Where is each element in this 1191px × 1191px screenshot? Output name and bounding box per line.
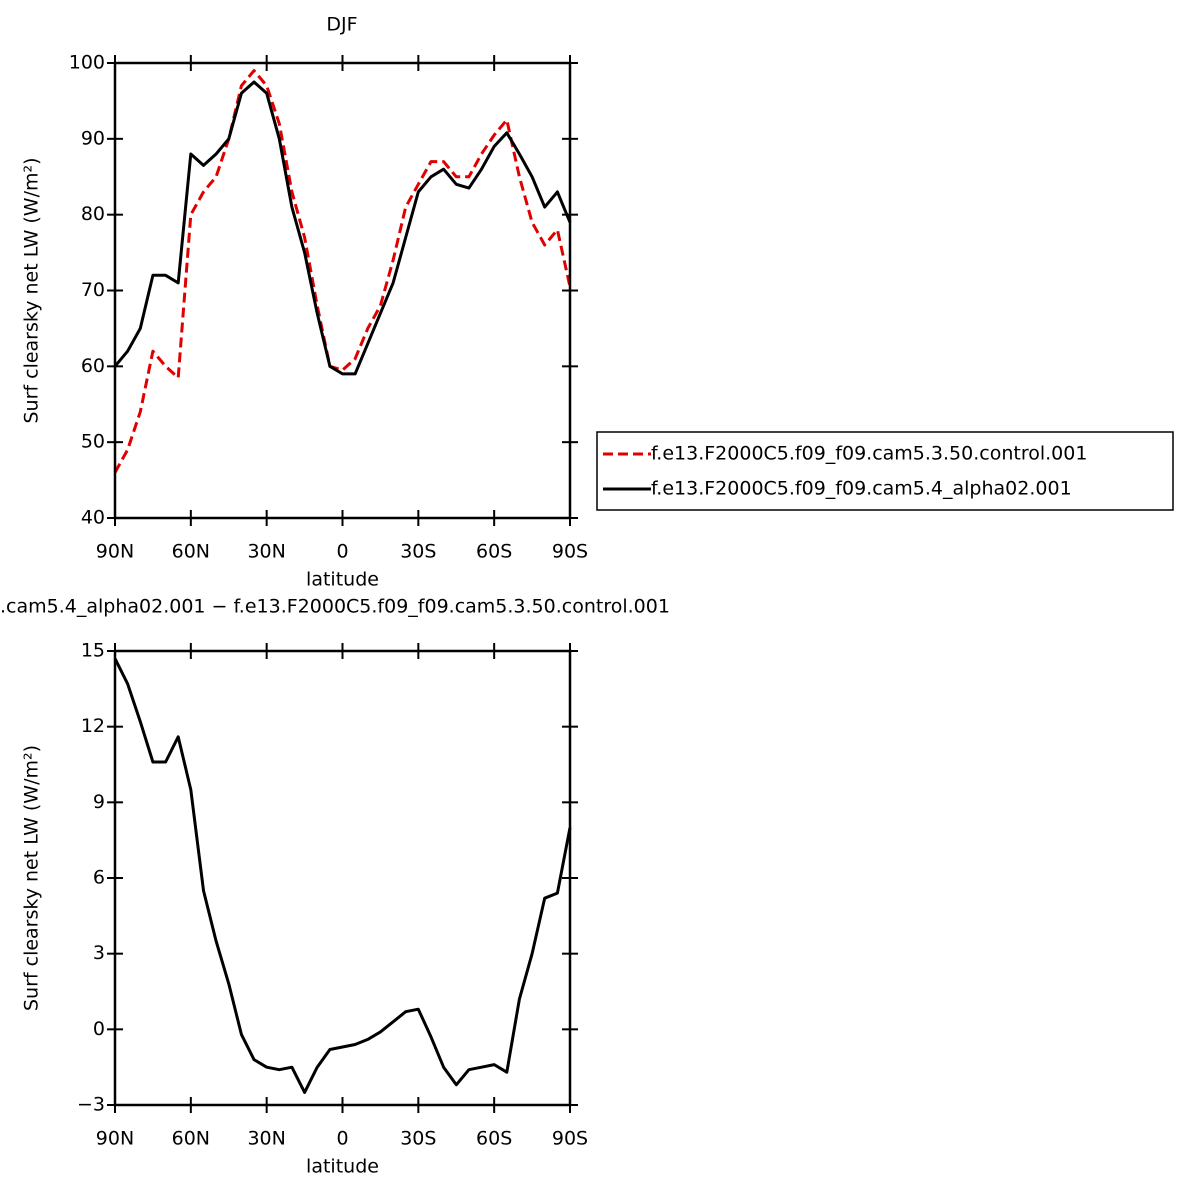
y-tick-label: 9 bbox=[93, 791, 105, 813]
x-tick-label: 0 bbox=[336, 541, 348, 563]
x-tick-label: 30S bbox=[400, 541, 436, 563]
y-tick-label: 60 bbox=[81, 355, 105, 377]
chart-title: DJF bbox=[326, 14, 357, 36]
y-tick-label: 50 bbox=[81, 431, 105, 453]
x-tick-label: 30N bbox=[247, 1128, 285, 1150]
y-tick-label: 90 bbox=[81, 127, 105, 149]
y-tick-label: 40 bbox=[81, 507, 105, 529]
y-tick-label: 80 bbox=[81, 203, 105, 225]
y-tick-label: 0 bbox=[93, 1018, 105, 1040]
x-tick-label: 30N bbox=[247, 541, 285, 563]
x-tick-label: 90N bbox=[96, 1128, 134, 1150]
y-axis-label: Surf clearsky net LW (W/m²) bbox=[21, 157, 43, 423]
y-tick-label: −3 bbox=[77, 1094, 105, 1116]
x-tick-label: 0 bbox=[336, 1128, 348, 1150]
y-tick-label: 3 bbox=[93, 942, 105, 964]
x-tick-label: 90N bbox=[96, 541, 134, 563]
x-tick-label: 30S bbox=[400, 1128, 436, 1150]
chart-title: .cam5.4_alpha02.001 − f.e13.F2000C5.f09_… bbox=[0, 596, 670, 618]
y-tick-label: 15 bbox=[81, 640, 105, 662]
x-tick-label: 90S bbox=[552, 541, 588, 563]
legend-box bbox=[596, 431, 1174, 511]
x-tick-label: 60N bbox=[172, 1128, 210, 1150]
plot-frame bbox=[113, 61, 572, 520]
y-tick-label: 6 bbox=[93, 867, 105, 889]
data-line bbox=[113, 657, 572, 1094]
x-tick-label: 90S bbox=[552, 1128, 588, 1150]
x-axis-label: latitude bbox=[306, 569, 379, 591]
y-axis-label: Surf clearsky net LW (W/m²) bbox=[21, 745, 43, 1011]
legend-label: f.e13.F2000C5.f09_f09.cam5.3.50.control.… bbox=[651, 443, 1087, 465]
plot-frame bbox=[113, 649, 572, 1107]
x-tick-label: 60S bbox=[476, 541, 512, 563]
y-tick-label: 70 bbox=[81, 279, 105, 301]
x-axis-label: latitude bbox=[306, 1156, 379, 1178]
data-line bbox=[113, 80, 572, 376]
x-tick-label: 60S bbox=[476, 1128, 512, 1150]
y-tick-label: 100 bbox=[69, 52, 105, 74]
x-tick-label: 60N bbox=[172, 541, 210, 563]
legend-label: f.e13.F2000C5.f09_f09.cam5.4_alpha02.001 bbox=[651, 478, 1072, 500]
y-tick-label: 12 bbox=[81, 715, 105, 737]
data-line bbox=[113, 69, 572, 474]
